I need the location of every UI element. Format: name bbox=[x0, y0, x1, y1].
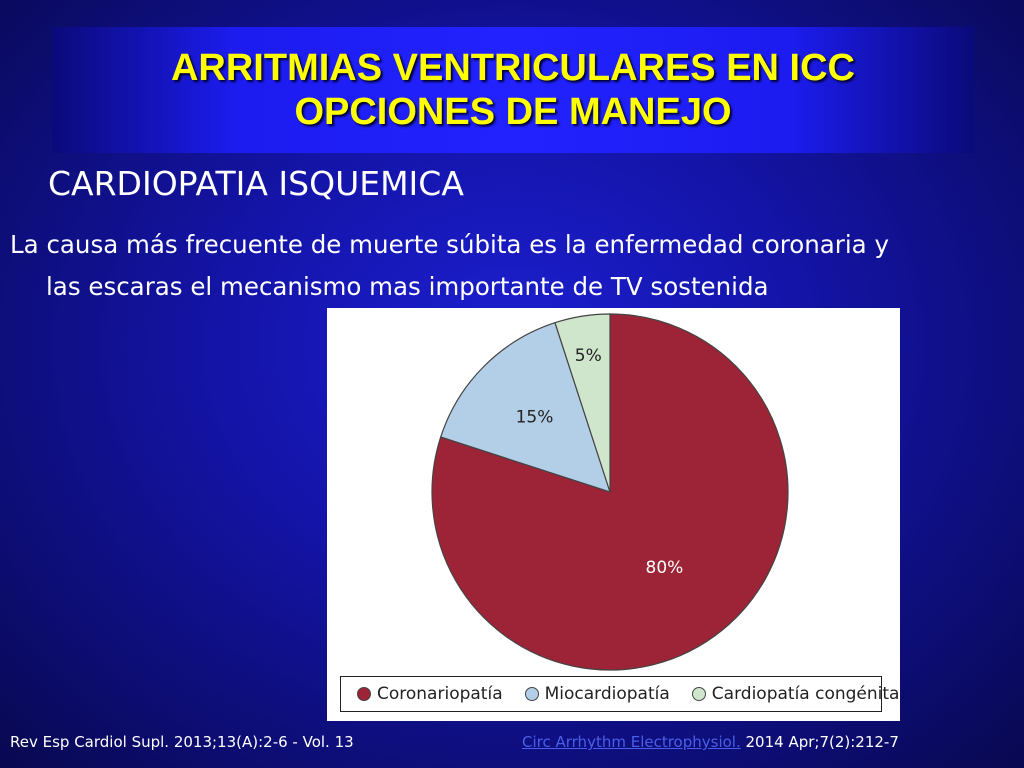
journal-citation: 2014 Apr;7(2):212-7 bbox=[740, 733, 899, 751]
slide-title-line-1: ARRITMIAS VENTRICULARES EN ICC bbox=[170, 47, 856, 89]
slide-subtitle: CARDIOPATIA ISQUEMICA bbox=[48, 164, 464, 203]
legend-swatch bbox=[357, 687, 371, 701]
slide-title-line-2: OPCIONES DE MANEJO bbox=[294, 91, 732, 133]
pie-data-label: 80% bbox=[646, 558, 684, 578]
paragraph-line-2: las escaras el mecanismo mas importante … bbox=[46, 272, 769, 301]
legend-item: Cardiopatía congénita bbox=[691, 684, 900, 704]
journal-link[interactable]: Circ Arrhythm Electrophysiol. bbox=[522, 733, 741, 751]
slide-paragraph: La causa más frecuente de muerte súbita … bbox=[10, 224, 1014, 308]
pie-data-label: 5% bbox=[575, 346, 602, 366]
pie-slice-miocardiopatia bbox=[439, 321, 611, 493]
footer-reference-right: Circ Arrhythm Electrophysiol. 2014 Apr;7… bbox=[522, 733, 899, 751]
title-banner: ARRITMIAS VENTRICULARES EN ICC OPCIONES … bbox=[52, 27, 974, 153]
legend-label: Cardiopatía congénita bbox=[711, 684, 900, 704]
pie-slice-coronariopatia bbox=[431, 313, 789, 671]
pie-data-label: 15% bbox=[516, 407, 554, 427]
legend-label: Coronariopatía bbox=[377, 684, 503, 704]
pie-chart-panel: 80% 15% 5% Coronariopatía Miocardiopatía Car… bbox=[327, 308, 900, 721]
legend-swatch bbox=[524, 687, 539, 701]
pie-slice-cardiopatia-congenita bbox=[554, 313, 611, 493]
footer-reference-left: Rev Esp Cardiol Supl. 2013;13(A):2-6 - V… bbox=[10, 733, 354, 751]
pie-chart: 80% 15% 5% bbox=[431, 313, 789, 671]
legend-item: Coronariopatía bbox=[357, 684, 503, 704]
legend-swatch bbox=[691, 687, 706, 701]
chart-legend: Coronariopatía Miocardiopatía Cardiopatía … bbox=[340, 676, 899, 712]
legend-item: Miocardiopatía bbox=[524, 684, 670, 704]
legend-label: Miocardiopatía bbox=[544, 684, 670, 704]
paragraph-line-1: La causa más frecuente de muerte súbita … bbox=[10, 230, 889, 259]
